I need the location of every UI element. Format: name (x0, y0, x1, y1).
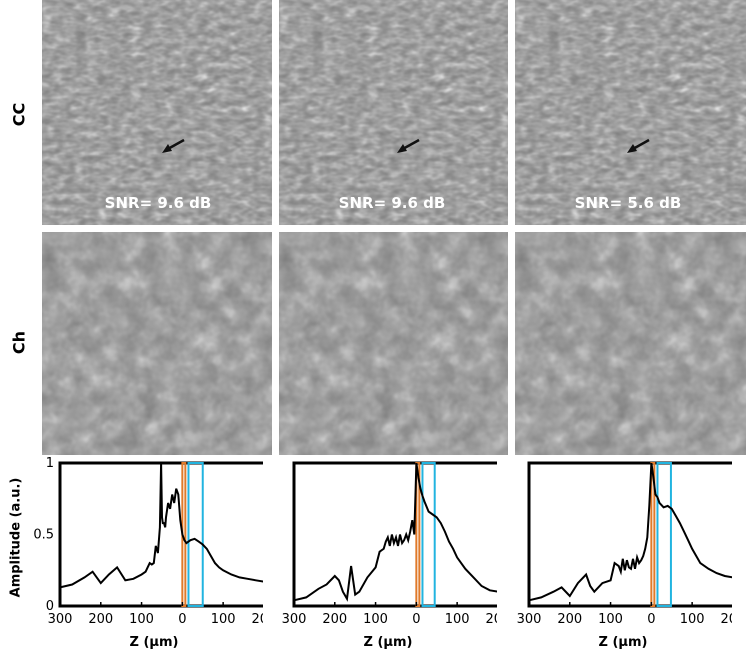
x-axis-label: Z (μm) (130, 635, 179, 650)
ch-image-sv (42, 232, 272, 455)
cc-image-ad (279, 0, 508, 225)
x-tick-label: 300 (282, 612, 307, 627)
x-tick-label: 200 (322, 612, 347, 627)
arrow-icon (627, 138, 650, 153)
x-tick-label: 200 (721, 612, 732, 627)
row-label-cc: CC (9, 102, 29, 127)
arrow-icon (397, 138, 420, 153)
window-orange (415, 462, 421, 607)
x-tick-label: 200 (252, 612, 263, 627)
data-line (528, 462, 732, 602)
y-tick-label: 0 (46, 599, 54, 614)
window-blue (187, 462, 204, 607)
ch-image-ad (279, 232, 508, 455)
chart-pv: 300 200 100 0 100 200 Z (μm) (517, 461, 732, 650)
row-label-ch: Ch (9, 330, 29, 355)
data-line (59, 462, 263, 589)
y-tick-label: 0.5 (33, 528, 54, 543)
x-tick-label: 100 (680, 612, 705, 627)
x-tick-label: 100 (598, 612, 623, 627)
snr-label-sv: SNR= 9.6 dB (104, 194, 212, 212)
chart-sv: 300 200 100 0 100 200 0 0.5 1 Z (μm) (33, 457, 263, 650)
window-blue (656, 462, 672, 607)
x-tick-label: 100 (129, 612, 154, 627)
x-tick-label: 100 (445, 612, 470, 627)
ch-image-pv (515, 232, 746, 455)
arrow-icon (162, 138, 185, 153)
x-axis-label: Z (μm) (599, 635, 648, 650)
y-axis-label: Amplitude (a.u.) (8, 477, 24, 598)
x-tick-label: 0 (647, 612, 655, 627)
x-tick-label: 0 (178, 612, 186, 627)
x-tick-label: 100 (363, 612, 388, 627)
cc-image-pv (515, 0, 746, 225)
x-tick-label: 300 (517, 612, 542, 627)
data-line (293, 462, 497, 602)
x-tick-label: 0 (412, 612, 420, 627)
x-tick-label: 200 (486, 612, 497, 627)
window-orange (650, 462, 656, 607)
chart-ad: 300 200 100 0 100 200 Z (μm) (282, 461, 497, 650)
plot-frame (527, 461, 732, 608)
x-tick-label: 200 (557, 612, 582, 627)
x-tick-label: 300 (48, 612, 73, 627)
snr-label-ad: SNR= 9.6 dB (338, 194, 446, 212)
window-blue (421, 462, 436, 607)
x-axis-label: Z (μm) (364, 635, 413, 650)
x-tick-label: 100 (211, 612, 236, 627)
cc-image-sv (42, 0, 272, 225)
x-tick-label: 200 (88, 612, 113, 627)
snr-label-pv: SNR= 5.6 dB (574, 194, 682, 212)
y-tick-label: 1 (46, 457, 54, 471)
